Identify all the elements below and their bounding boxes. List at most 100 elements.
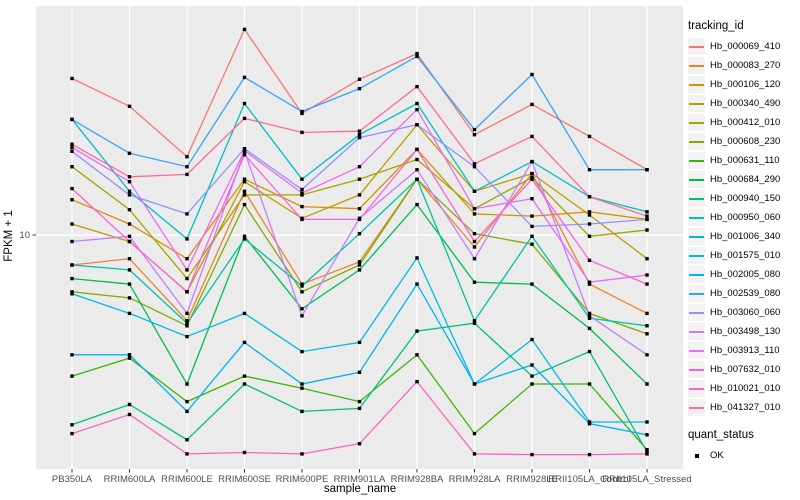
legend-item-Hb_000684_290: Hb_000684_290 bbox=[688, 170, 800, 189]
legend-item-Hb_003060_060: Hb_003060_060 bbox=[688, 303, 800, 322]
legend-item-label: Hb_002005_080 bbox=[710, 269, 781, 280]
legend-key-line bbox=[689, 216, 704, 219]
legend-key-box bbox=[688, 76, 705, 93]
legend-tracking-items: Hb_000069_410 Hb_000083_270 Hb_000106_120 H… bbox=[688, 37, 800, 417]
legend-item-Hb_000608_230: Hb_000608_230 bbox=[688, 132, 800, 151]
legend-item-label: Hb_003498_130 bbox=[710, 326, 781, 337]
legend-key-box bbox=[688, 190, 705, 207]
legend-key-line bbox=[689, 64, 704, 67]
legend-item-Hb_000340_490: Hb_000340_490 bbox=[688, 94, 800, 113]
legend-item-label: Hb_000069_410 bbox=[710, 41, 781, 52]
legend-item-Hb_001575_010: Hb_001575_010 bbox=[688, 246, 800, 265]
legend-key-line bbox=[689, 330, 704, 333]
legend-key-line bbox=[689, 387, 704, 390]
x-tick-label-RRIM600LA: RRIM600LA bbox=[104, 474, 156, 485]
x-tick-label-RRII105LA_Stressed: RRII105LA_Stressed bbox=[602, 474, 691, 485]
legend-key-box bbox=[688, 171, 705, 188]
legend-key-line bbox=[689, 45, 704, 48]
legend-quant-title: quant_status bbox=[688, 429, 754, 441]
legend-key-box bbox=[688, 361, 705, 378]
legend-key-box bbox=[688, 247, 705, 264]
legend-item-label: Hb_002539_080 bbox=[710, 288, 781, 299]
ok-square-icon bbox=[694, 453, 699, 458]
x-tick-label-RRIM600SE: RRIM600SE bbox=[218, 474, 271, 485]
x-tick-label-PB350LA: PB350LA bbox=[52, 474, 93, 485]
legend-key-box bbox=[688, 342, 705, 359]
legend-key-box bbox=[688, 152, 705, 169]
legend-key-box bbox=[688, 266, 705, 283]
legend-item-label: Hb_000940_150 bbox=[710, 193, 781, 204]
legend-item-Hb_000412_010: Hb_000412_010 bbox=[688, 113, 800, 132]
legend-quant-item: OK bbox=[688, 446, 800, 465]
legend-item-label: Hb_000608_230 bbox=[710, 136, 781, 147]
legend-item-label: Hb_000340_490 bbox=[710, 98, 781, 109]
legend-key-box bbox=[688, 57, 705, 74]
legend-quant-label: OK bbox=[710, 450, 724, 461]
legend-item-label: Hb_000083_270 bbox=[710, 60, 781, 71]
legend-item-Hb_000631_110: Hb_000631_110 bbox=[688, 151, 800, 170]
y-axis-title: FPKM + 1 bbox=[3, 210, 15, 262]
legend-key-line bbox=[689, 140, 704, 143]
legend-key-box bbox=[688, 380, 705, 397]
legend-key-box bbox=[688, 95, 705, 112]
x-tick-label-RRIM600LE: RRIM600LE bbox=[161, 474, 213, 485]
legend-key-box bbox=[688, 114, 705, 131]
legend-item-Hb_002005_080: Hb_002005_080 bbox=[688, 265, 800, 284]
legend-item-Hb_003498_130: Hb_003498_130 bbox=[688, 322, 800, 341]
legend-key-line bbox=[689, 349, 704, 352]
legend-key-box bbox=[688, 304, 705, 321]
x-axis-title: sample_name bbox=[323, 483, 397, 495]
x-tick-label-RRIM928LE: RRIM928LE bbox=[506, 474, 558, 485]
legend-item-Hb_000106_120: Hb_000106_120 bbox=[688, 75, 800, 94]
x-tick-label-RRIM901LA: RRIM901LA bbox=[334, 474, 386, 485]
legend-key-line bbox=[689, 83, 704, 86]
legend-item-Hb_041327_010: Hb_041327_010 bbox=[688, 398, 800, 417]
legend-key-box bbox=[688, 285, 705, 302]
legend-key-line bbox=[689, 121, 704, 124]
legend-item-label: Hb_000684_290 bbox=[710, 174, 781, 185]
legend-item-label: Hb_010021_010 bbox=[710, 383, 781, 394]
legend-item-Hb_000069_410: Hb_000069_410 bbox=[688, 37, 800, 56]
legend-item-Hb_002539_080: Hb_002539_080 bbox=[688, 284, 800, 303]
legend-item-label: Hb_001575_010 bbox=[710, 250, 781, 261]
quant-key-box bbox=[688, 447, 705, 464]
legend: tracking_id Hb_000069_410 Hb_000083_270 Hb… bbox=[688, 20, 800, 465]
x-tick-label-RRIM600PE: RRIM600PE bbox=[276, 474, 329, 485]
legend-key-line bbox=[689, 368, 704, 371]
legend-key-line bbox=[689, 254, 704, 257]
legend-key-box bbox=[688, 133, 705, 150]
legend-key-line bbox=[689, 159, 704, 162]
legend-item-label: Hb_007632_010 bbox=[710, 364, 781, 375]
legend-key-box bbox=[688, 323, 705, 340]
legend-item-Hb_000083_270: Hb_000083_270 bbox=[688, 56, 800, 75]
legend-item-label: Hb_003913_110 bbox=[710, 345, 780, 356]
legend-item-label: Hb_000631_110 bbox=[710, 155, 780, 166]
legend-key-box bbox=[688, 38, 705, 55]
legend-key-line bbox=[689, 197, 704, 200]
legend-tracking-title: tracking_id bbox=[688, 20, 744, 32]
legend-item-label: Hb_003060_060 bbox=[710, 307, 781, 318]
legend-item-Hb_010021_010: Hb_010021_010 bbox=[688, 379, 800, 398]
legend-key-box bbox=[688, 399, 705, 416]
legend-key-line bbox=[689, 406, 704, 409]
legend-key-line bbox=[689, 235, 704, 238]
legend-item-Hb_003913_110: Hb_003913_110 bbox=[688, 341, 800, 360]
legend-key-line bbox=[689, 292, 704, 295]
legend-key-line bbox=[689, 311, 704, 314]
legend-key-line bbox=[689, 102, 704, 105]
legend-item-label: Hb_000106_120 bbox=[710, 79, 781, 90]
legend-key-box bbox=[688, 228, 705, 245]
legend-item-label: Hb_000950_060 bbox=[710, 212, 781, 223]
legend-key-line bbox=[689, 178, 704, 181]
legend-item-Hb_001006_340: Hb_001006_340 bbox=[688, 227, 800, 246]
legend-key-box bbox=[688, 209, 705, 226]
legend-item-Hb_000940_150: Hb_000940_150 bbox=[688, 189, 800, 208]
legend-item-Hb_000950_060: Hb_000950_060 bbox=[688, 208, 800, 227]
legend-item-label: Hb_000412_010 bbox=[710, 117, 781, 128]
y-tick-label: 10 bbox=[19, 230, 30, 241]
x-tick-label-RRII105LA_Control: RRII105LA_Control bbox=[548, 474, 630, 485]
x-tick-label-RRIM928BA: RRIM928BA bbox=[391, 474, 444, 485]
legend-item-Hb_007632_010: Hb_007632_010 bbox=[688, 360, 800, 379]
